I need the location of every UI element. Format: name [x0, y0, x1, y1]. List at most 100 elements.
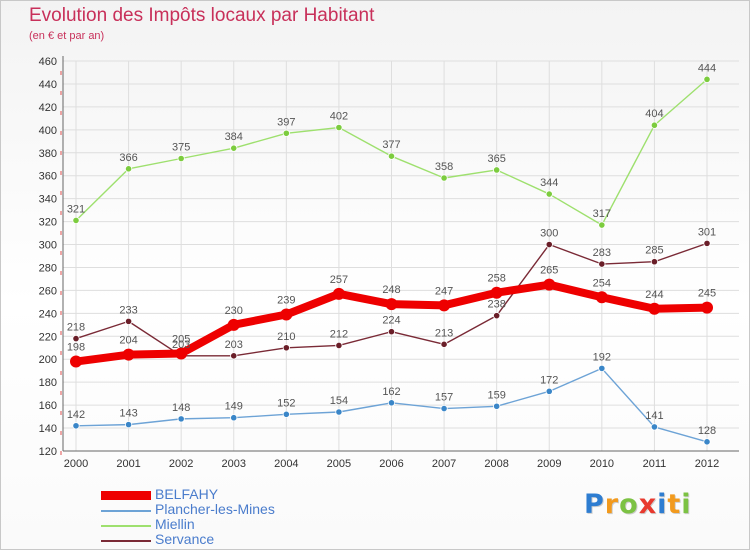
- data-label-servance: 210: [277, 331, 295, 343]
- data-label-plancher-les-mines: 162: [382, 386, 400, 398]
- data-point-miellin: [387, 152, 396, 160]
- data-point-belfahy: [332, 287, 345, 300]
- logo-letter: i: [657, 489, 668, 520]
- data-label-miellin: 366: [119, 152, 137, 164]
- data-label-servance: 285: [645, 245, 663, 257]
- data-point-plancher-les-mines: [177, 415, 185, 423]
- data-label-servance: 213: [435, 327, 453, 339]
- legend-label: BELFAHY: [155, 486, 219, 502]
- data-point-belfahy: [490, 286, 503, 299]
- data-label-miellin: 377: [382, 139, 400, 151]
- x-tick-label: 2007: [432, 458, 456, 470]
- legend-swatch: [101, 524, 151, 527]
- data-point-servance: [650, 258, 659, 266]
- y-tick-label: 280: [39, 262, 57, 274]
- data-label-servance: 233: [119, 304, 137, 316]
- logo-letter: x: [638, 489, 658, 520]
- data-label-servance: 224: [382, 315, 400, 327]
- x-tick-label: 2008: [484, 458, 508, 470]
- data-point-plancher-les-mines: [387, 399, 396, 407]
- legend-swatch: [101, 491, 151, 500]
- data-point-plancher-les-mines: [230, 414, 238, 422]
- data-label-plancher-les-mines: 154: [330, 395, 348, 407]
- y-tick-label: 220: [39, 331, 57, 343]
- data-point-miellin: [282, 129, 290, 137]
- data-label-plancher-les-mines: 149: [225, 401, 243, 413]
- x-tick-label: 2002: [169, 458, 193, 470]
- y-tick-label: 320: [39, 217, 57, 229]
- data-label-plancher-les-mines: 143: [119, 408, 137, 420]
- data-label-plancher-les-mines: 148: [172, 402, 190, 414]
- data-label-miellin: 404: [645, 108, 663, 120]
- logo-letter: o: [619, 489, 639, 520]
- data-point-plancher-les-mines: [440, 404, 448, 413]
- y-tick-label: 120: [39, 446, 57, 458]
- data-point-servance: [72, 334, 80, 343]
- data-label-plancher-les-mines: 128: [698, 425, 716, 437]
- data-point-servance: [545, 240, 553, 249]
- data-label-miellin: 321: [67, 203, 85, 215]
- y-tick-label: 400: [39, 125, 57, 137]
- data-label-miellin: 365: [487, 153, 505, 165]
- legend-label: Miellin: [155, 516, 195, 532]
- data-point-miellin: [598, 221, 606, 229]
- data-point-miellin: [493, 166, 501, 174]
- y-tick-label: 140: [39, 423, 57, 435]
- x-tick-label: 2006: [379, 458, 403, 470]
- y-tick-label: 460: [39, 56, 57, 68]
- data-point-servance: [282, 344, 290, 352]
- chart-subtitle: (en € et par an): [29, 30, 105, 42]
- legend-swatch: [101, 539, 151, 542]
- y-tick-label: 340: [39, 194, 57, 206]
- data-label-servance: 203: [172, 339, 190, 351]
- data-label-belfahy: 239: [277, 295, 295, 307]
- data-label-miellin: 384: [225, 131, 243, 143]
- data-point-plancher-les-mines: [335, 408, 343, 416]
- data-point-servance: [598, 260, 606, 268]
- data-point-servance: [440, 340, 448, 348]
- legend-label: Plancher-les-Mines: [155, 501, 275, 517]
- data-point-miellin: [335, 123, 343, 132]
- data-label-plancher-les-mines: 141: [645, 410, 663, 422]
- x-tick-label: 2004: [274, 458, 298, 470]
- data-label-servance: 300: [540, 228, 558, 240]
- x-tick-label: 2010: [590, 458, 614, 470]
- data-label-belfahy: 248: [382, 284, 400, 296]
- data-point-miellin: [230, 144, 238, 152]
- y-tick-label: 240: [39, 308, 57, 320]
- data-point-plancher-les-mines: [703, 438, 711, 446]
- legend-swatch: [101, 509, 151, 512]
- data-label-miellin: 444: [698, 62, 716, 74]
- chart-title: Evolution des Impôts locaux par Habitant: [29, 5, 375, 26]
- data-point-plancher-les-mines: [545, 387, 553, 395]
- data-label-belfahy: 205: [172, 334, 190, 346]
- y-tick-label: 300: [39, 240, 57, 252]
- data-label-miellin: 317: [593, 208, 611, 220]
- data-label-miellin: 375: [172, 142, 190, 154]
- logo-letter: P: [584, 489, 605, 520]
- x-tick-label: 2012: [695, 458, 719, 470]
- data-point-belfahy: [385, 298, 398, 311]
- data-point-belfahy: [280, 308, 293, 321]
- data-label-servance: 212: [330, 328, 348, 340]
- x-tick-label: 2001: [116, 458, 140, 470]
- data-label-belfahy: 198: [67, 342, 85, 354]
- data-label-plancher-les-mines: 172: [540, 374, 558, 386]
- data-point-miellin: [177, 154, 185, 163]
- data-point-belfahy: [438, 299, 451, 312]
- data-label-servance: 238: [487, 299, 505, 311]
- y-tick-label: 420: [39, 102, 57, 114]
- x-tick-label: 2011: [643, 458, 667, 470]
- x-tick-label: 2003: [222, 458, 246, 470]
- data-label-servance: 203: [225, 339, 243, 351]
- data-point-servance: [230, 352, 238, 360]
- data-point-servance: [124, 317, 133, 325]
- logo-letter: t: [667, 489, 682, 520]
- data-label-plancher-les-mines: 157: [435, 392, 453, 404]
- y-tick-label: 260: [39, 285, 57, 297]
- proxiti-logo: Proxiti: [584, 489, 692, 520]
- data-point-belfahy: [648, 302, 661, 315]
- y-tick-label: 380: [39, 148, 57, 160]
